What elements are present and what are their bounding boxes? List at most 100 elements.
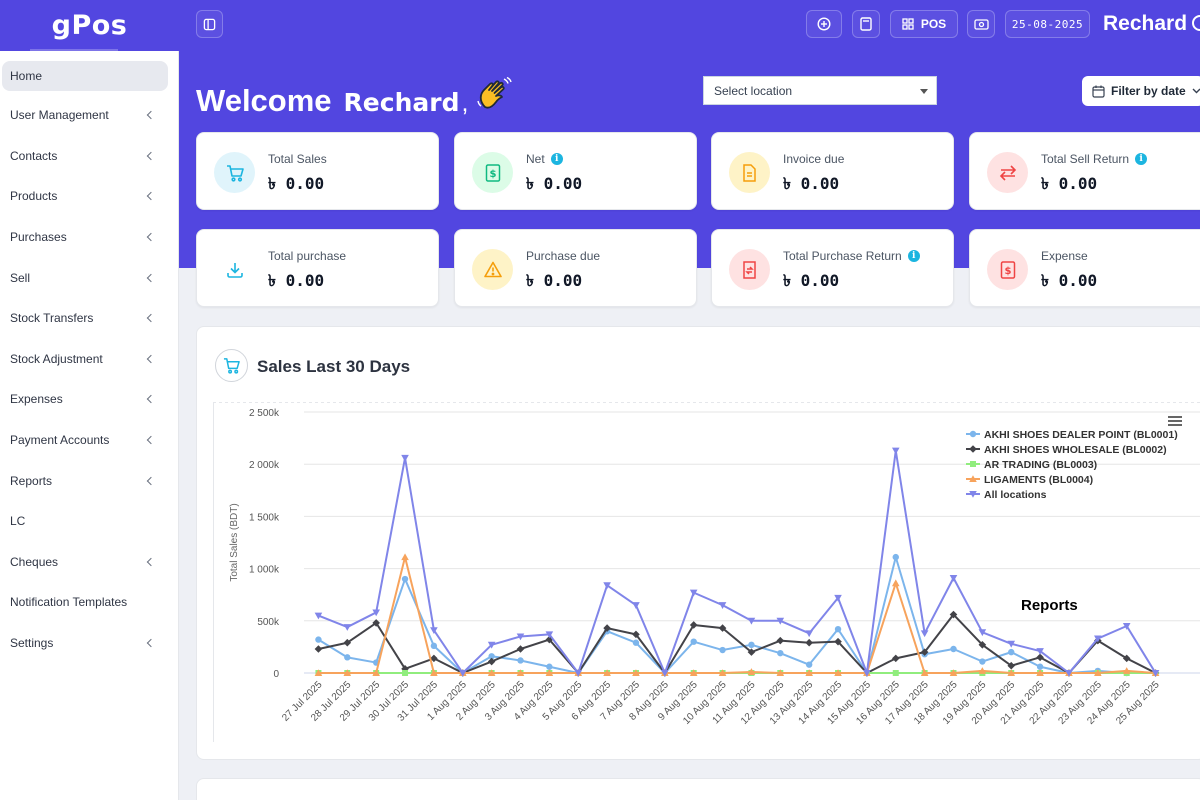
stat-card-total-sell-return: Total Sell Return i ৳ 0.00 (969, 132, 1200, 210)
info-icon[interactable]: i (1135, 153, 1148, 165)
sidebar-item-label: Home (10, 69, 43, 83)
sales-chart-panel: Sales Last 30 Days (196, 326, 1200, 760)
data-point (632, 630, 640, 639)
data-point (344, 654, 351, 661)
stat-label-text: Invoice due (783, 152, 845, 166)
sidebar-item-reports[interactable]: Reports (0, 460, 178, 501)
brand-logo[interactable]: gPos (0, 0, 179, 51)
data-point (719, 646, 726, 654)
filter-by-date-button[interactable]: Filter by date (1082, 76, 1200, 106)
dollar-doc-icon: $ (472, 152, 513, 193)
data-point (949, 610, 958, 619)
data-point (401, 553, 409, 561)
sidebar-item-home[interactable]: Home (2, 61, 168, 91)
data-point (1122, 654, 1131, 663)
stat-label: Total Purchase Return i (783, 249, 920, 263)
data-point (603, 624, 611, 632)
sidebar-item-lc[interactable]: LC (0, 501, 178, 542)
stat-value: ৳ 0.00 (268, 271, 325, 290)
user-menu-name[interactable]: Rechard (1103, 12, 1188, 35)
chevron-left-icon (146, 435, 156, 445)
stat-label: Invoice due (783, 152, 844, 166)
data-point (517, 657, 524, 664)
user-avatar-icon[interactable] (1192, 15, 1200, 31)
chevron-left-icon (146, 151, 156, 161)
sidebar-item-cheques[interactable]: Cheques (0, 542, 178, 583)
sidebar-item-user-management[interactable]: User Management (0, 95, 178, 136)
stat-card-total-purchase-return: Total Purchase Return i ৳ 0.00 (711, 229, 954, 307)
sidebar-item-payment-accounts[interactable]: Payment Accounts (0, 420, 178, 461)
sidebar-item-label: Stock Adjustment (10, 351, 103, 366)
y-tick-label: 500k (257, 617, 280, 628)
sidebar-item-stock-adjustment[interactable]: Stock Adjustment (0, 339, 178, 380)
chart-menu-icon (1168, 420, 1182, 422)
stat-label-text: Expense (1041, 249, 1088, 263)
calculator-button[interactable] (852, 10, 880, 38)
data-point (343, 624, 352, 631)
data-point (314, 612, 323, 620)
stat-label-text: Total Sales (268, 152, 327, 166)
data-point (402, 670, 409, 676)
sidebar-item-notification-templates[interactable]: Notification Templates (0, 582, 178, 623)
date-display: 25-08-2025 (1005, 10, 1090, 38)
calendar-icon (1092, 85, 1105, 98)
data-point (632, 602, 640, 609)
add-button[interactable] (806, 10, 842, 38)
data-point (1007, 661, 1016, 670)
location-select[interactable]: Select location (703, 76, 937, 105)
stat-label: Net i (526, 152, 563, 166)
sidebar-toggle-icon (203, 18, 216, 30)
data-point (979, 658, 986, 665)
chevron-left-icon (146, 192, 156, 201)
stat-value: ৳ 0.00 (783, 271, 840, 290)
info-icon[interactable]: i (907, 250, 920, 262)
y-tick-label: 2 000k (249, 460, 280, 471)
sidebar-item-sell[interactable]: Sell (0, 257, 178, 298)
chevron-left-icon (146, 354, 156, 364)
stat-label-text: Total Purchase Return (783, 249, 902, 263)
data-point (1007, 640, 1016, 648)
data-point (1065, 670, 1073, 677)
data-point (805, 661, 813, 668)
sidebar-item-contacts[interactable]: Contacts (0, 136, 178, 177)
expense-doc-icon: $ (987, 249, 1028, 290)
return-doc-icon (729, 249, 770, 290)
data-point (488, 653, 495, 660)
stat-label: Expense (1041, 249, 1088, 263)
sidebar-item-products[interactable]: Products (0, 176, 178, 217)
sidebar-toggle-button[interactable] (196, 10, 223, 38)
data-point (969, 491, 977, 498)
cash-register-button[interactable] (967, 10, 995, 38)
data-point (1036, 663, 1044, 670)
sidebar-item-purchases[interactable]: Purchases (0, 217, 178, 258)
warning-icon (472, 249, 513, 290)
info-icon[interactable]: i (550, 153, 563, 165)
pos-button[interactable]: POS (890, 10, 958, 38)
data-point (978, 641, 987, 649)
data-point (487, 657, 496, 666)
data-point (689, 669, 698, 676)
data-point (372, 669, 380, 676)
sidebar-item-stock-transfers[interactable]: Stock Transfers (0, 298, 178, 339)
data-point (949, 669, 958, 676)
sidebar-item-label: Sell (10, 270, 31, 285)
location-select-value: Select location (714, 83, 793, 98)
stat-value: ৳ 0.00 (1041, 271, 1098, 290)
pos-label: POS (920, 17, 947, 31)
data-point (920, 630, 929, 638)
stat-value: ৳ 0.00 (1041, 174, 1098, 193)
y-tick-label: 0 (273, 669, 279, 680)
waving-hand-icon (476, 76, 513, 116)
stat-value: ৳ 0.00 (268, 174, 325, 193)
sidebar-item-label: Expenses (10, 392, 63, 407)
stat-card-net: $ Net i ৳ 0.00 (454, 132, 697, 210)
sidebar-item-settings[interactable]: Settings (0, 623, 178, 664)
sales-line-chart: 0 500k 1 000k 1 500k 2 000k 2 500k Total Sales… (213, 402, 1200, 742)
chevron-down-icon (1192, 88, 1200, 94)
plus-circle-icon (817, 17, 831, 31)
stat-value: ৳ 0.00 (783, 174, 840, 193)
sidebar-item-expenses[interactable]: Expenses (0, 379, 178, 420)
chevron-left-icon (146, 111, 156, 120)
sidebar-item-label: Purchases (10, 230, 67, 245)
data-point (516, 633, 525, 641)
